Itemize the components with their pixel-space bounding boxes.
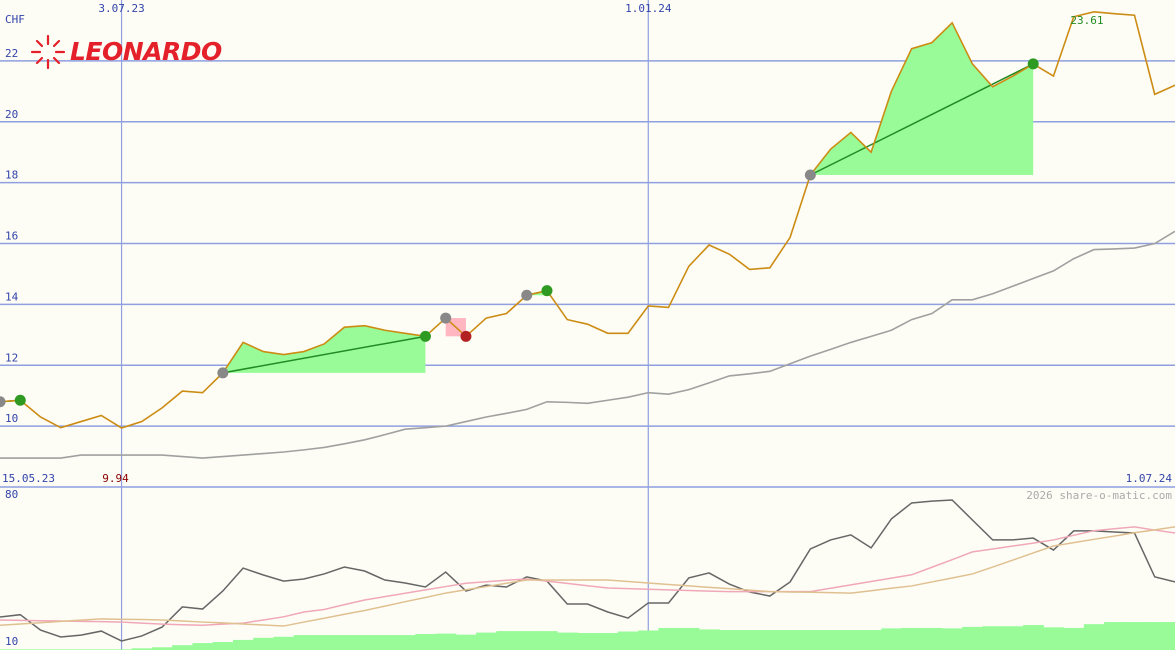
volume-bar [719, 630, 740, 650]
y-tick-label: 14 [5, 290, 19, 303]
volume-bar [982, 626, 1004, 650]
volume-bar [151, 647, 173, 650]
volume-bar [658, 627, 680, 650]
volume-bar [1043, 627, 1065, 650]
volume-bar [1144, 622, 1166, 650]
y-tick-label: 16 [5, 230, 18, 243]
volume-bar [516, 631, 538, 650]
volume-bar [942, 628, 963, 650]
volume-bar [1002, 626, 1024, 650]
volume-bar [374, 635, 396, 650]
volume-bar [253, 637, 274, 650]
volume-bar [1063, 627, 1085, 650]
volume-bar [901, 627, 923, 650]
sell-marker [1027, 58, 1039, 70]
volume-bar [476, 632, 497, 650]
volume-bar [962, 626, 984, 650]
y-tick-label: 10 [5, 635, 18, 648]
volume-bar [293, 635, 315, 650]
volume-bar [860, 630, 882, 650]
max-label: 23.61 [1070, 14, 1103, 27]
sell-marker [541, 285, 553, 297]
volume-bar [172, 645, 193, 650]
y-tick-label: 80 [5, 488, 18, 501]
volume-bar [921, 627, 943, 650]
volume-bar [739, 630, 761, 650]
indicator-line [0, 499, 1175, 642]
indicator-line [0, 526, 1175, 627]
volume-bar [800, 630, 821, 650]
volume-bar [779, 630, 801, 650]
gain-area [810, 22, 1034, 176]
volume-bar [192, 643, 214, 650]
x-tick-label: 15.05.23 [2, 472, 55, 485]
volume-bar [1104, 622, 1125, 650]
volume-bar [820, 630, 842, 650]
logo-icon [30, 34, 66, 70]
volume-bar [212, 642, 234, 650]
volume-bar [232, 639, 254, 650]
y-tick-label: 12 [5, 351, 18, 364]
volume-bar [1124, 622, 1146, 650]
volume-bar [314, 635, 335, 650]
price-line [0, 11, 1175, 429]
buy-marker [217, 367, 229, 379]
volume-bar [759, 630, 781, 650]
watermark: 2026 share-o-matic.com [1026, 489, 1172, 502]
x-tick-label: 1.07.24 [1126, 472, 1173, 485]
sell-marker [460, 330, 472, 342]
sell-marker [419, 330, 431, 342]
volume-bar [273, 636, 295, 650]
volume-bar [840, 630, 862, 650]
buy-marker [440, 312, 452, 324]
volume-bar [536, 631, 558, 650]
x-tick-label: 3.07.23 [98, 2, 144, 15]
volume-bar [577, 632, 599, 650]
y-axis-label: CHF [5, 13, 25, 26]
volume-bar [678, 627, 700, 650]
min-label: 9.94 [102, 472, 129, 485]
y-tick-label: 20 [5, 108, 18, 121]
volume-bar [617, 631, 639, 650]
volume-bar [638, 630, 659, 650]
x-tick-label: 1.01.24 [625, 2, 672, 15]
gain-area [222, 325, 426, 373]
volume-bar [1164, 622, 1175, 650]
buy-marker [804, 169, 816, 181]
volume-bar [354, 635, 376, 650]
volume-bar [881, 628, 903, 650]
volume-bar [455, 634, 477, 650]
volume-bar [597, 632, 619, 650]
logo-text: LEONARDO [70, 37, 222, 66]
volume-bar [496, 631, 518, 650]
trade-line [810, 63, 1034, 176]
volume-bar [698, 629, 720, 650]
volume-bar [435, 633, 457, 650]
trade-line [222, 335, 426, 374]
volume-bar [1023, 625, 1044, 650]
volume-bar [415, 634, 437, 650]
average-line [0, 230, 1175, 459]
y-tick-label: 18 [5, 169, 18, 182]
volume-bar [1083, 624, 1105, 650]
y-tick-label: 10 [5, 412, 18, 425]
sell-marker [14, 394, 26, 406]
volume-bar [334, 635, 356, 650]
logo: LEONARDO [30, 34, 223, 70]
buy-marker [521, 289, 533, 301]
indicator-line [0, 526, 1175, 626]
buy-marker [0, 396, 6, 408]
volume-bar [131, 648, 153, 650]
y-tick-label: 22 [5, 47, 18, 60]
volume-bar [557, 632, 578, 650]
volume-bar [395, 635, 416, 650]
